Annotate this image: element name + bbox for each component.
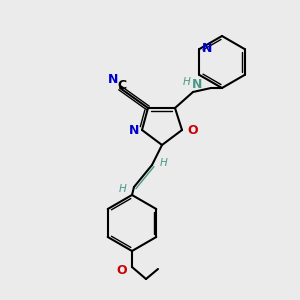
Text: H: H xyxy=(118,184,126,194)
Text: H: H xyxy=(183,77,191,87)
Text: N: N xyxy=(192,78,202,91)
Text: N: N xyxy=(202,43,212,56)
Text: N: N xyxy=(129,124,139,136)
Text: O: O xyxy=(116,263,127,277)
Text: C: C xyxy=(118,79,127,92)
Text: N: N xyxy=(108,73,118,86)
Text: H: H xyxy=(160,158,168,168)
Text: O: O xyxy=(187,124,198,136)
